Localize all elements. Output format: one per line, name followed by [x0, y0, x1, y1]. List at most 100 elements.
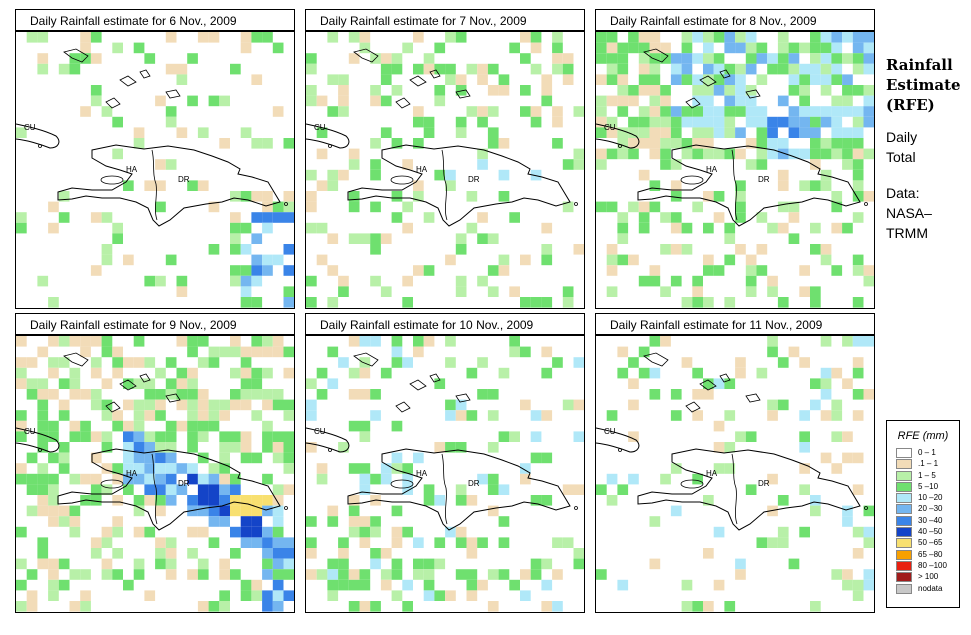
- rain-cell: [219, 473, 230, 485]
- rain-cell: [713, 212, 725, 223]
- rain-cell: [391, 212, 403, 223]
- rain-cell: [230, 442, 241, 453]
- rain-cell: [606, 127, 618, 138]
- rain-cell: [165, 495, 177, 506]
- rain-cell: [477, 116, 488, 128]
- rain-cell: [251, 389, 263, 400]
- rain-cell: [240, 442, 252, 453]
- rain-cell: [681, 244, 693, 255]
- rain-cell: [434, 85, 446, 96]
- rain-cell: [37, 558, 49, 570]
- rain-cell: [703, 495, 714, 506]
- rain-cell: [767, 148, 778, 160]
- rain-cell: [735, 201, 746, 213]
- rain-cell: [327, 579, 339, 591]
- rain-cell: [101, 431, 113, 442]
- source-line: Data:: [886, 185, 920, 201]
- rain-cell: [251, 265, 263, 276]
- rain-cell: [487, 505, 499, 517]
- rain-cell: [713, 116, 725, 128]
- rain-cell: [606, 116, 618, 128]
- rain-cell: [638, 275, 650, 287]
- rain-cell: [810, 399, 821, 411]
- rain-cell: [272, 389, 284, 400]
- rain-cell: [477, 473, 488, 485]
- rain-cell: [606, 473, 618, 485]
- rain-cell: [251, 212, 263, 223]
- rain-cell: [477, 275, 488, 287]
- rain-cell: [272, 201, 284, 213]
- rain-cell: [852, 85, 864, 96]
- rain-cell: [820, 378, 832, 389]
- rain-cell: [681, 32, 693, 43]
- rain-cell: [187, 526, 198, 538]
- source-line: NASA–: [886, 205, 932, 221]
- rain-cell: [541, 452, 553, 464]
- rain-cell: [37, 463, 49, 474]
- rain-cell: [660, 286, 671, 297]
- rain-cell: [810, 116, 821, 128]
- rain-cell: [208, 601, 220, 612]
- rain-cell: [831, 148, 843, 160]
- rain-cell: [58, 463, 70, 474]
- rain-cell: [348, 53, 360, 64]
- rain-cell: [58, 410, 70, 421]
- rain-cell: [852, 590, 864, 601]
- rain-cell: [788, 127, 800, 138]
- rain-cell: [26, 569, 38, 580]
- rain-cell: [155, 431, 166, 442]
- rain-cell: [810, 32, 821, 43]
- rain-cell: [831, 63, 843, 75]
- rain-cell: [16, 378, 27, 389]
- rain-cell: [69, 378, 81, 389]
- rain-cell: [852, 254, 864, 266]
- rain-cell: [101, 336, 113, 347]
- rain-cell: [251, 367, 263, 379]
- rain-cell: [692, 32, 703, 43]
- rain-cell: [144, 399, 156, 411]
- rain-cell: [272, 431, 284, 442]
- map-label-ha: HA: [416, 165, 428, 174]
- rain-cell: [123, 452, 134, 464]
- rain-cell: [370, 473, 381, 485]
- rain-cell: [799, 95, 810, 107]
- rain-cell: [262, 346, 273, 358]
- rain-cell: [810, 42, 821, 54]
- rain-cell: [863, 336, 874, 347]
- rain-cell: [541, 601, 553, 612]
- rain-cell: [692, 138, 703, 149]
- rain-cell: [348, 201, 360, 213]
- rain-cell: [230, 191, 241, 202]
- rain-cell: [863, 32, 874, 43]
- rain-cell: [37, 32, 49, 43]
- rain-cell: [90, 85, 102, 96]
- rain-cell: [176, 336, 188, 347]
- rain-cell: [638, 106, 650, 117]
- period-line: Daily: [886, 129, 918, 145]
- rain-cell: [509, 212, 520, 223]
- rain-cell: [842, 32, 853, 43]
- rain-cell: [724, 601, 736, 612]
- rain-cell: [165, 558, 177, 570]
- rain-cell: [767, 346, 778, 358]
- rain-cell: [831, 116, 843, 128]
- rain-cell: [638, 201, 650, 213]
- rain-cell: [348, 569, 360, 580]
- rain-cell: [487, 569, 499, 580]
- rain-cell: [852, 180, 864, 191]
- rain-cell: [133, 452, 145, 464]
- rain-cell: [90, 431, 102, 442]
- rain-cell: [155, 201, 166, 213]
- rain-cell: [219, 138, 230, 149]
- rain-cell: [101, 254, 113, 266]
- rain-cell: [628, 42, 639, 54]
- rain-cell: [552, 53, 563, 64]
- rain-cell: [852, 53, 864, 64]
- rain-cell: [852, 42, 864, 54]
- rain-cell: [37, 63, 49, 75]
- rain-cell: [724, 116, 736, 128]
- rain-cell: [251, 516, 263, 527]
- rain-cell: [413, 452, 424, 464]
- rain-cell: [852, 297, 864, 308]
- rain-cell: [262, 526, 273, 538]
